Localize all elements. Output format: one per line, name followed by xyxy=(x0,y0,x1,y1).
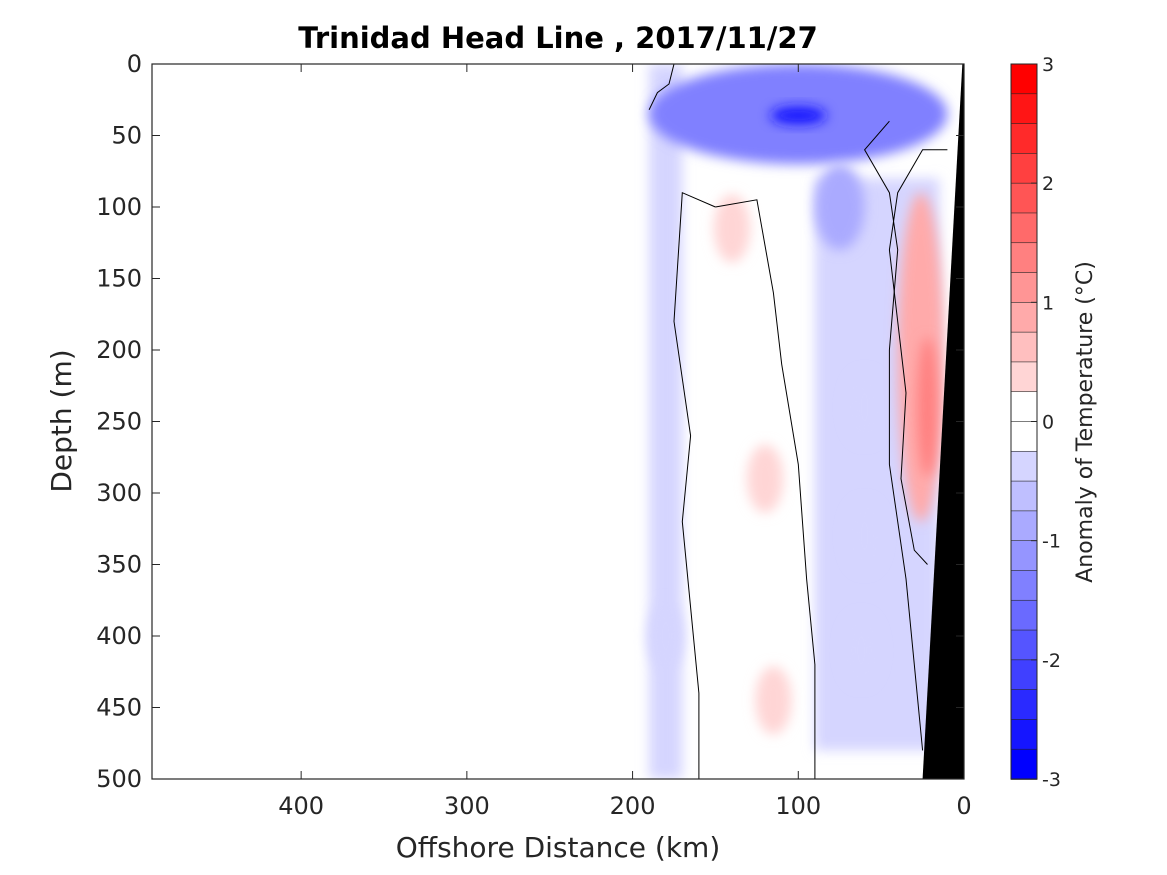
colorbar-bin-22 xyxy=(1010,719,1038,751)
colorbar-bin-17 xyxy=(1010,570,1038,602)
colorbar-bin-2 xyxy=(1010,123,1038,155)
zero-contour-4 xyxy=(888,149,948,565)
colorbar-bin-10 xyxy=(1010,361,1038,393)
feature-cold_patch-8 xyxy=(846,501,883,570)
y-tick-label-400: 400 xyxy=(96,622,142,650)
colorbar-bin-0 xyxy=(1010,63,1038,95)
colorbar-tick-label--2: -2 xyxy=(1042,650,1061,672)
colorbar: -3 -2 -1 0 1 2 3 xyxy=(1010,54,1061,791)
zero-contour-2 xyxy=(715,199,816,779)
colorbar-bin-11 xyxy=(1010,391,1038,423)
zero-contours xyxy=(648,64,948,779)
x-axis-label: Offshore Distance (km) xyxy=(396,831,721,864)
x-tick-label-400: 400 xyxy=(278,792,324,820)
colorbar-bin-9 xyxy=(1010,331,1038,363)
colorbar-bin-4 xyxy=(1010,182,1038,214)
colorbar-bin-16 xyxy=(1010,540,1038,572)
colorbar-bin-7 xyxy=(1010,272,1038,304)
colorbar-bin-19 xyxy=(1010,629,1038,661)
colorbar-bin-15 xyxy=(1010,510,1038,542)
colorbar-tick-label-2: 2 xyxy=(1042,173,1054,195)
feature-warm_patch-6 xyxy=(755,666,792,735)
colorbar-bin-13 xyxy=(1010,450,1038,482)
y-tick-label-250: 250 xyxy=(96,408,142,436)
anomaly-field xyxy=(647,64,964,779)
colorbar-bin-3 xyxy=(1010,153,1038,184)
x-tick-label-200: 200 xyxy=(610,792,656,820)
feature-cold_patch-10 xyxy=(647,602,684,670)
y-tick-label-300: 300 xyxy=(96,479,142,507)
warm-core-inner xyxy=(917,337,938,478)
y-tick-label-100: 100 xyxy=(96,193,142,221)
y-tick-label-350: 350 xyxy=(96,551,142,579)
feature-warm_patch-5 xyxy=(747,444,784,513)
zero-contour-1 xyxy=(673,191,716,779)
colorbar-label: Anomaly of Temperature (°C) xyxy=(1073,261,1098,583)
feature-cold_patch-7 xyxy=(846,373,883,442)
x-tick-label-100: 100 xyxy=(775,792,821,820)
zero-contour-0 xyxy=(648,64,675,111)
colorbar-bin-18 xyxy=(1010,599,1038,631)
x-axis: 400 300 200 100 0 xyxy=(278,64,972,820)
colorbar-bin-8 xyxy=(1010,302,1038,333)
colorbar-tick-label--1: -1 xyxy=(1042,531,1061,553)
y-tick-label-450: 450 xyxy=(96,694,142,722)
colorbar-tick-label-1: 1 xyxy=(1042,292,1054,314)
y-axis: 0 50 100 150 200 250 300 350 400 450 500 xyxy=(96,50,964,793)
x-tick-label-0: 0 xyxy=(956,792,971,820)
colorbar-tick-label-3: 3 xyxy=(1042,54,1054,76)
chart-title: Trinidad Head Line , 2017/11/27 xyxy=(298,21,818,55)
x-tick-label-300: 300 xyxy=(444,792,490,820)
colorbar-tick-label-0: 0 xyxy=(1042,412,1054,434)
y-tick-label-50: 50 xyxy=(111,122,142,150)
colorbar-bin-21 xyxy=(1010,689,1038,721)
faint-cold-left xyxy=(649,64,683,779)
colorbar-bin-20 xyxy=(1010,659,1038,691)
colorbar-bin-23 xyxy=(1010,748,1038,780)
feature-warm_patch-3 xyxy=(714,194,750,263)
y-tick-label-150: 150 xyxy=(96,265,142,293)
bathymetry xyxy=(922,64,964,779)
y-tick-label-500: 500 xyxy=(96,765,142,793)
colorbar-bin-1 xyxy=(1010,93,1038,125)
cold-core-inner xyxy=(770,106,827,125)
y-axis-label: Depth (m) xyxy=(45,349,78,492)
feature-cold_tongue-2 xyxy=(814,164,865,250)
colorbar-bin-5 xyxy=(1010,212,1038,244)
y-tick-label-0: 0 xyxy=(127,50,142,78)
feature-cold_patch-9 xyxy=(843,616,880,685)
colorbar-bin-12 xyxy=(1010,421,1038,453)
colorbar-bin-14 xyxy=(1010,480,1038,512)
zero-contour-3 xyxy=(863,120,924,751)
colorbar-tick-label--3: -3 xyxy=(1042,769,1061,791)
y-tick-label-200: 200 xyxy=(96,336,142,364)
colorbar-bin-6 xyxy=(1010,242,1038,274)
